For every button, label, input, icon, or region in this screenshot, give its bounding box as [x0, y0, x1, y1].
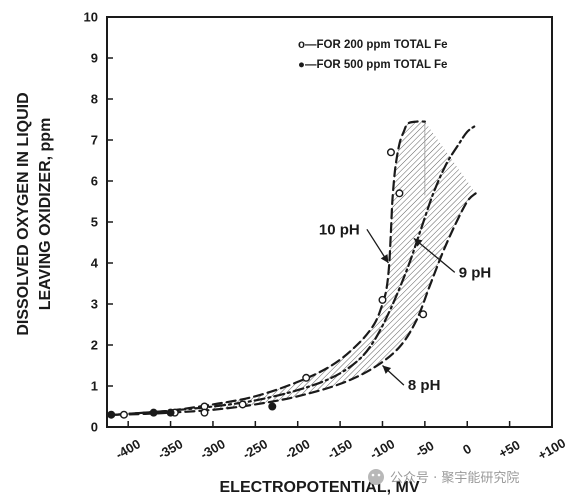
series-line-10-ph [114, 120, 426, 416]
annotation-label-9-ph: 9 pH [459, 264, 492, 281]
y-tick-label: 1 [91, 379, 98, 394]
x-tick-label: +100 [535, 435, 568, 463]
y-tick-label: 2 [91, 338, 98, 353]
x-tick-label: -250 [240, 436, 270, 462]
y-tick-label: 3 [91, 297, 98, 312]
y-tick-label: 0 [91, 420, 98, 435]
legend-entry-1: o—FOR 200 ppm TOTAL Fe [298, 39, 448, 51]
x-tick-label: -200 [282, 436, 312, 462]
annotation-label-10-ph: 10 pH [319, 221, 360, 238]
x-tick-label: -350 [155, 436, 185, 462]
x-tick-label: -150 [325, 436, 355, 462]
series-layer [114, 120, 477, 416]
x-tick-label: 0 [460, 441, 474, 458]
y-tick-label: 4 [91, 256, 99, 271]
data-point-200ppm [302, 373, 311, 382]
x-tick-label: -300 [198, 436, 228, 462]
data-point-500ppm [149, 408, 158, 417]
data-point-200ppm [119, 410, 128, 419]
data-point-200ppm [386, 148, 395, 157]
annotation-arrowhead [382, 365, 392, 374]
legend: o—FOR 200 ppm TOTAL Fe ●—FOR 500 ppm TOTA… [298, 39, 448, 71]
data-point-200ppm [395, 189, 404, 198]
y-tick-label: 8 [91, 92, 98, 107]
data-point-200ppm [378, 295, 387, 304]
watermark-text: 公众号 · 聚宇能研究院 [390, 471, 519, 486]
shaded-band [213, 121, 476, 410]
data-point-500ppm [268, 402, 277, 411]
x-tick-label: -50 [413, 438, 437, 460]
watermark: 公众号 · 聚宇能研究院 [368, 469, 519, 486]
series-line-9-ph [114, 124, 477, 416]
annotation-arrowhead [413, 238, 423, 247]
data-point-200ppm [200, 408, 209, 417]
annotation-label-8-ph: 8 pH [408, 377, 441, 394]
y-tick-label: 9 [91, 51, 98, 66]
y-tick-label: 10 [84, 10, 98, 25]
annotation-leader [413, 237, 456, 273]
x-tick-label: +50 [496, 437, 523, 461]
legend-entry-2: ●—FOR 500 ppm TOTAL Fe [298, 59, 447, 71]
data-point-200ppm [419, 310, 428, 319]
wechat-icon [368, 469, 384, 485]
annotation-arrowhead [380, 254, 389, 263]
y-tick-label: 7 [91, 133, 98, 148]
y-axis-title-line: DISSOLVED OXYGEN IN LIQUID [15, 92, 32, 335]
y-axis-title: DISSOLVED OXYGEN IN LIQUID LEAVING OXIDIZ… [15, 92, 54, 335]
data-point-200ppm [238, 400, 247, 409]
data-point-500ppm [166, 408, 175, 417]
y-axis-title-line: LEAVING OXIDIZER, ppm [37, 118, 54, 311]
shaded-band-layer [213, 121, 476, 410]
x-tick-label: -100 [367, 436, 397, 462]
series-line-8-ph [114, 192, 477, 416]
x-tick-label: -400 [113, 436, 143, 462]
annotations: 10 pH 9 pH 8 pH [319, 221, 491, 394]
x-axis-title: ELECTROPOTENTIAL, MV [220, 479, 420, 496]
points-layer [107, 148, 428, 419]
y-tick-label: 5 [91, 215, 98, 230]
data-point-500ppm [107, 410, 116, 419]
y-tick-label: 6 [91, 174, 98, 189]
